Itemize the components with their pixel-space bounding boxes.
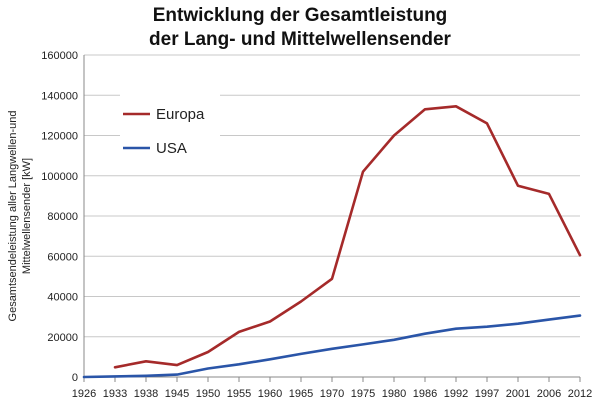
x-tick-label: 1970 (320, 388, 344, 400)
series-line-europa (113, 105, 582, 369)
y-tick-label: 20000 (47, 332, 78, 344)
legend-box (120, 94, 220, 168)
chart-title-line-2: der Lang- und Mittelwellensender (149, 29, 451, 50)
x-tick-label: 1945 (165, 388, 189, 400)
x-tick-label: 2001 (506, 388, 530, 400)
y-tick-label: 80000 (47, 211, 78, 223)
y-tick-label: 100000 (41, 171, 78, 183)
y-tick-label: 140000 (41, 90, 78, 102)
x-tick-label: 1992 (444, 388, 468, 400)
x-tick-label: 2006 (537, 388, 561, 400)
legend-label-usa: USA (156, 140, 187, 157)
y-tick-label: 160000 (41, 50, 78, 62)
x-tick-label: 2012 (568, 388, 592, 400)
x-tick-label: 1997 (475, 388, 499, 400)
y-axis-ticks: 0 20000 40000 60000 80000 100000 120000 140000 1… (41, 50, 78, 384)
y-tick-label: 120000 (41, 131, 78, 143)
y-tick-label: 60000 (47, 251, 78, 263)
x-tick-label: 1938 (134, 388, 158, 400)
y-axis-label-line-2: Mittelwellensender [kW] (21, 158, 33, 274)
x-tick-label: 1955 (227, 388, 251, 400)
x-tick-label: 1986 (413, 388, 437, 400)
data-series (82, 105, 582, 379)
y-tick-label: 40000 (47, 292, 78, 304)
x-axis-ticks: 1926 1933 1938 1945 1950 1955 1960 1965 1970 1975… (72, 377, 592, 400)
x-tick-label: 1950 (196, 388, 220, 400)
x-tick-label: 1926 (72, 388, 96, 400)
x-tick-label: 1975 (351, 388, 375, 400)
series-line-usa (82, 314, 582, 379)
chart-title-line-1: Entwicklung der Gesamtleistung (152, 5, 448, 26)
y-axis-label-line-1: Gesamtsendeleistung aller Langwellen-und (7, 111, 19, 322)
x-tick-label: 1960 (258, 388, 282, 400)
x-tick-label: 1965 (289, 388, 313, 400)
legend: Europa USA (120, 94, 220, 168)
x-tick-label: 1980 (382, 388, 406, 400)
x-tick-label: 1933 (103, 388, 127, 400)
y-tick-label: 0 (72, 372, 78, 384)
chart-title: Entwicklung der Gesamtleistung der Lang-… (0, 4, 600, 52)
legend-label-europa: Europa (156, 106, 205, 123)
